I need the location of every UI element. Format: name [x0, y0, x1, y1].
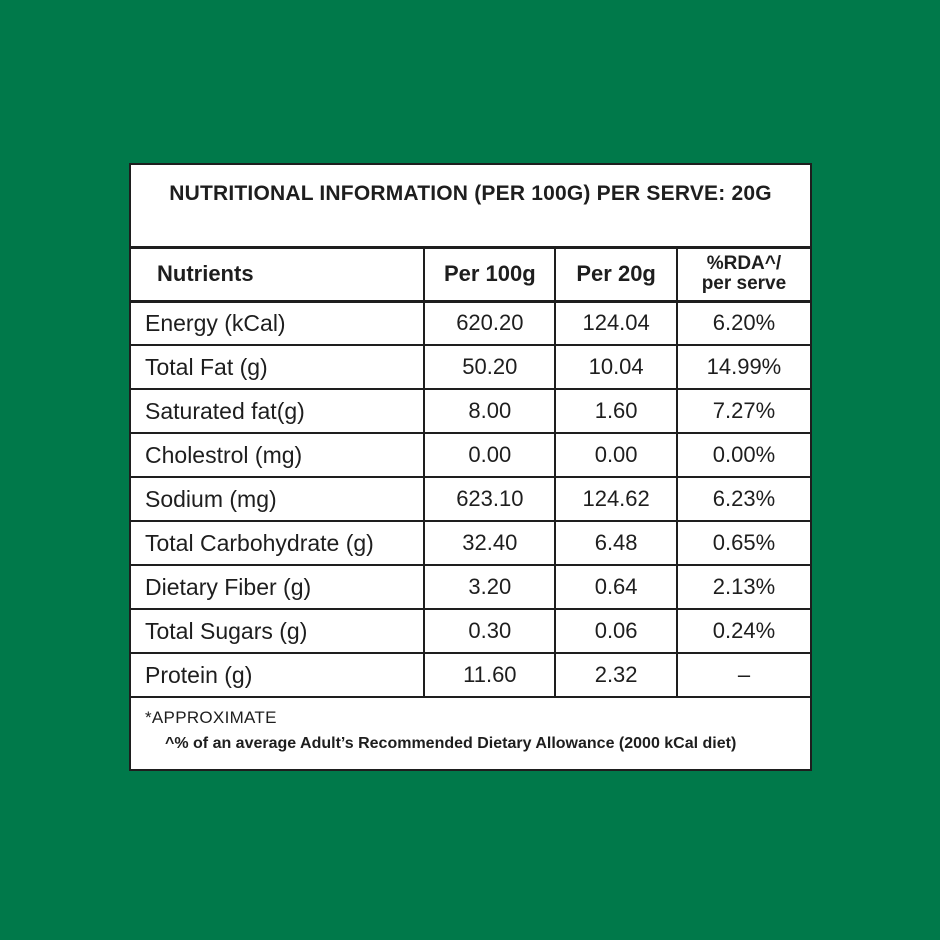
- value-per-100g: 32.40: [423, 520, 557, 566]
- value-rda: 7.27%: [675, 388, 810, 434]
- value-rda: 14.99%: [675, 344, 810, 390]
- value-per-20g: 124.62: [554, 476, 678, 522]
- value-per-20g: 1.60: [554, 388, 678, 434]
- nutrition-table: Nutrients Per 100g Per 20g %RDA^/ per se…: [131, 249, 810, 698]
- nutrient-label: Saturated fat(g): [131, 388, 426, 434]
- table-row-sodium: Sodium (mg) 623.10 124.62 6.23%: [131, 476, 810, 522]
- footnote-approximate: *APPROXIMATE: [145, 708, 277, 727]
- value-per-100g: 3.20: [423, 564, 557, 610]
- nutrition-title: NUTRITIONAL INFORMATION (PER 100G) PER S…: [169, 182, 772, 205]
- value-rda: 0.24%: [675, 608, 810, 654]
- value-per-20g: 0.64: [554, 564, 678, 610]
- rda-header-line1: %RDA^/: [706, 253, 782, 275]
- nutrient-label: Energy (kCal): [131, 300, 426, 346]
- value-rda: 6.20%: [675, 300, 810, 346]
- table-row-total-fat: Total Fat (g) 50.20 10.04 14.99%: [131, 344, 810, 390]
- value-rda: 6.23%: [675, 476, 810, 522]
- table-row-total-sugars: Total Sugars (g) 0.30 0.06 0.24%: [131, 608, 810, 654]
- footnote-rda-note: ^% of an average Adult’s Recommended Die…: [165, 735, 737, 752]
- footnotes-block: *APPROXIMATE ^% of an average Adult’s Re…: [131, 698, 810, 768]
- nutrient-label: Sodium (mg): [131, 476, 426, 522]
- nutrient-label: Dietary Fiber (g): [131, 564, 426, 610]
- table-row-cholestrol: Cholestrol (mg) 0.00 0.00 0.00%: [131, 432, 810, 478]
- table-header-row: Nutrients Per 100g Per 20g %RDA^/ per se…: [131, 249, 810, 303]
- value-per-100g: 0.00: [423, 432, 557, 478]
- value-per-20g: 6.48: [554, 520, 678, 566]
- table-row-protein: Protein (g) 11.60 2.32 –: [131, 652, 810, 698]
- value-per-20g: 124.04: [554, 300, 678, 346]
- table-row-total-carbohydrate: Total Carbohydrate (g) 32.40 6.48 0.65%: [131, 520, 810, 566]
- value-per-100g: 0.30: [423, 608, 557, 654]
- value-per-20g: 2.32: [554, 652, 678, 698]
- nutrient-label: Total Sugars (g): [131, 608, 426, 654]
- value-per-20g: 0.00: [554, 432, 678, 478]
- nutrition-title-block: NUTRITIONAL INFORMATION (PER 100G) PER S…: [131, 165, 810, 249]
- value-per-20g: 10.04: [554, 344, 678, 390]
- nutrient-label: Protein (g): [131, 652, 426, 698]
- value-rda: 0.00%: [675, 432, 810, 478]
- value-per-100g: 623.10: [423, 476, 557, 522]
- column-header-nutrients: Nutrients: [131, 249, 426, 303]
- value-per-100g: 8.00: [423, 388, 557, 434]
- value-rda: 0.65%: [675, 520, 810, 566]
- nutrient-label: Cholestrol (mg): [131, 432, 426, 478]
- rda-header-line2: per serve: [701, 273, 787, 295]
- column-header-per-20g: Per 20g: [554, 249, 678, 303]
- value-rda: –: [675, 652, 810, 698]
- nutrient-label: Total Carbohydrate (g): [131, 520, 426, 566]
- table-row-saturated-fat: Saturated fat(g) 8.00 1.60 7.27%: [131, 388, 810, 434]
- value-per-100g: 620.20: [423, 300, 557, 346]
- nutrient-label: Total Fat (g): [131, 344, 426, 390]
- table-row-dietary-fiber: Dietary Fiber (g) 3.20 0.64 2.13%: [131, 564, 810, 610]
- table-row-energy: Energy (kCal) 620.20 124.04 6.20%: [131, 300, 810, 346]
- nutrition-facts-panel: NUTRITIONAL INFORMATION (PER 100G) PER S…: [129, 163, 812, 771]
- value-per-20g: 0.06: [554, 608, 678, 654]
- value-rda: 2.13%: [675, 564, 810, 610]
- column-header-rda: %RDA^/ per serve: [675, 249, 810, 303]
- column-header-per-100g: Per 100g: [423, 249, 557, 303]
- value-per-100g: 11.60: [423, 652, 557, 698]
- value-per-100g: 50.20: [423, 344, 557, 390]
